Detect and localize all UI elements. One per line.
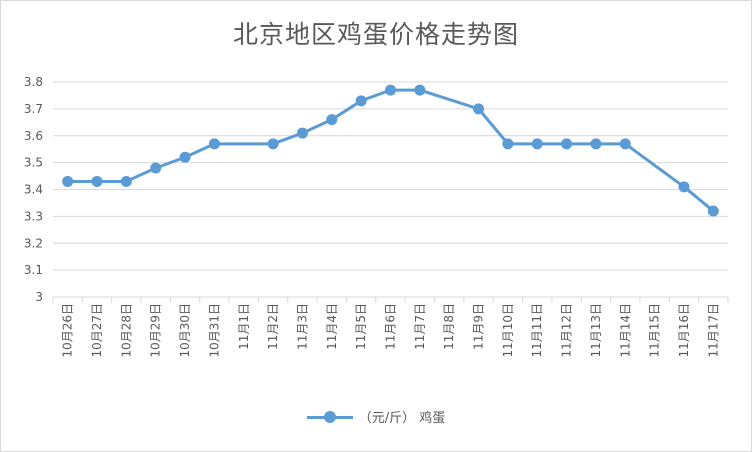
data-point (267, 138, 279, 150)
y-tick-label: 3.3 (24, 209, 43, 223)
data-point (414, 84, 426, 96)
x-tick-label: 11月2日 (266, 303, 280, 350)
data-point (326, 114, 338, 126)
x-tick-label: 11月5日 (354, 303, 368, 350)
y-tick-label: 3.5 (24, 156, 43, 170)
data-point (561, 138, 573, 150)
legend: （元/斤） 鸡蛋 (1, 407, 751, 426)
x-tick-label: 10月30日 (178, 303, 192, 358)
y-tick-label: 3.2 (24, 236, 43, 250)
chart-title: 北京地区鸡蛋价格走势图 (232, 20, 519, 49)
x-tick-label: 11月15日 (648, 303, 662, 358)
legend-marker (306, 409, 353, 425)
x-tick-label: 11月1日 (237, 303, 251, 350)
data-point (531, 138, 543, 150)
x-tick-label: 11月13日 (589, 303, 603, 358)
x-tick-label: 11月10日 (501, 303, 515, 358)
x-tick-label: 11月12日 (560, 303, 574, 358)
x-tick-label: 11月4日 (325, 303, 339, 350)
y-tick-label: 3.4 (24, 183, 43, 197)
data-point (296, 127, 308, 139)
data-point (590, 138, 602, 150)
x-tick-label: 11月6日 (384, 303, 398, 350)
x-tick-label: 11月7日 (413, 303, 427, 350)
data-point (473, 103, 485, 115)
x-tick-label: 11月16日 (677, 303, 691, 358)
data-point (120, 175, 132, 187)
data-point (678, 181, 690, 193)
x-tick-label: 10月28日 (119, 303, 133, 358)
data-point (707, 205, 719, 217)
x-tick-label: 11月17日 (706, 303, 720, 358)
x-tick-label: 11月9日 (472, 303, 486, 350)
x-tick-label: 11月11日 (530, 303, 544, 358)
data-point (150, 162, 162, 174)
x-tick-label: 10月27日 (90, 303, 104, 358)
data-point (385, 84, 396, 96)
data-point (62, 175, 74, 187)
data-point (619, 138, 631, 150)
data-point (91, 175, 103, 187)
data-point (502, 138, 514, 150)
x-tick-label: 10月26日 (61, 303, 75, 358)
data-point (355, 95, 367, 107)
x-tick-label: 10月31日 (207, 303, 221, 358)
y-tick-label: 3.1 (24, 263, 43, 277)
series-line (66, 88, 715, 213)
legend-label: （元/斤） 鸡蛋 (358, 411, 446, 426)
x-tick-label: 11月14日 (618, 303, 632, 358)
y-tick-label: 3.7 (24, 102, 43, 116)
x-tick-label: 11月3日 (295, 303, 309, 350)
data-point (179, 151, 191, 163)
data-point (208, 138, 220, 150)
x-tick-label: 11月8日 (442, 303, 456, 350)
y-tick-label: 3 (35, 290, 43, 304)
y-tick-label: 3.6 (24, 129, 43, 143)
y-tick-label: 3.8 (24, 75, 43, 89)
x-tick-label: 10月29日 (149, 303, 163, 358)
